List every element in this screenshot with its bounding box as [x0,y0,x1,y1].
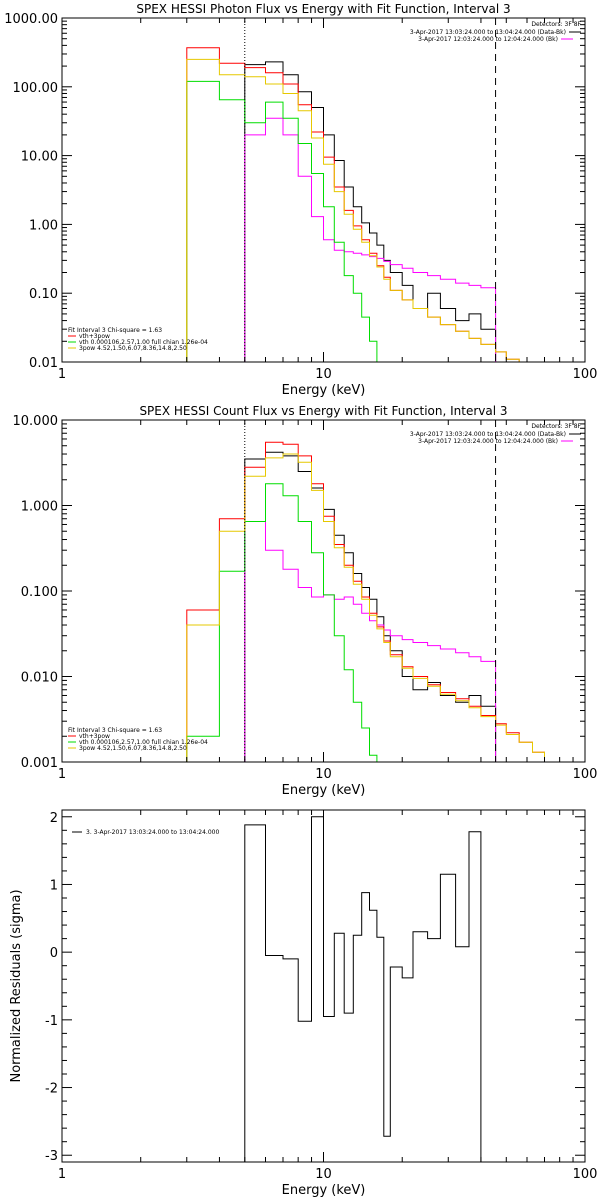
legend-entry: 3-Apr-2017 13:03:24.000 to 13:04:24.000 … [410,431,566,438]
legend-entry: vth 0.000106,2.57,1.00 full chian 1.26e-… [79,739,208,746]
x-tick-label: 10 [315,767,332,782]
y-tick-label: 0 [50,946,58,961]
y-tick-label: -1 [45,1014,58,1029]
legend-entry: 3-Apr-2017 13:03:24.000 to 13:04:24.000 … [410,29,566,36]
legend-entry: 3pow 4.52,1.50,6.07,8.36,14.8,2.50 [79,345,187,352]
series-total [186,47,545,362]
series-group [186,47,545,362]
y-tick-label: 1000.00 [4,12,58,27]
x-axis-label: Energy (keV) [282,383,366,398]
x-tick-label: 1 [58,367,66,382]
x-tick-label: 100 [573,1167,598,1182]
y-axis-label: Normalized Residuals (sigma) [9,889,24,1082]
x-tick-label: 100 [573,767,598,782]
legend-entry: 3. 3-Apr-2017 13:03:24.000 to 13:04:24.0… [86,829,219,836]
y-tick-label: -3 [45,1149,58,1164]
legend-header: Fit Interval 3 Chi-square = 1.63 [68,327,162,334]
legend-header: Fit Interval 3 Chi-square = 1.63 [68,727,162,734]
series-total [186,441,558,762]
chart-title: SPEX HESSI Photon Flux vs Energy with Fi… [136,2,510,16]
legend-entry: 3-Apr-2017 12:03:24.000 to 12:04:24.000 … [418,438,558,445]
y-tick-label: 1.00 [29,218,58,233]
legend-entry: vth+3pow [79,733,110,740]
series-group [186,441,558,762]
x-tick-label: 1 [58,767,66,782]
series-vth [186,483,403,762]
y-tick-label: 100.00 [13,81,59,96]
x-tick-label: 1 [58,1167,66,1182]
series-residuals [244,816,482,1162]
legend-entry: 3-Apr-2017 12:03:24.000 to 12:04:24.000 … [418,36,558,43]
series-pow [186,58,545,362]
x-axis-label: Energy (keV) [282,1183,366,1198]
legend-header: Detectors: 3F 8F [531,21,581,28]
series-pow [186,453,558,762]
y-tick-label: 10.000 [13,414,59,429]
y-tick-label: 0.01 [29,356,58,371]
legend-entry: 3pow 4.52,1.50,6.07,8.36,14.8,2.50 [79,745,187,752]
series-bk [244,117,497,362]
legend-header: Detectors: 3F 8F [531,423,581,430]
y-tick-label: 1 [50,878,58,893]
y-tick-label: 2 [50,811,58,826]
y-tick-label: 0.10 [29,287,58,302]
y-tick-label: 0.010 [21,671,58,686]
legend-entry: vth+3pow [79,333,110,340]
y-tick-label: 0.100 [21,585,58,600]
series-data [244,61,497,362]
series-data [244,451,497,762]
y-tick-label: 0.001 [21,756,58,771]
chart-title: SPEX HESSI Count Flux vs Energy with Fit… [139,404,507,418]
y-tick-label: -2 [45,1082,58,1097]
panel-1: SPEX HESSI Photon Flux vs Energy with Fi… [4,2,597,398]
y-tick-label: 10.00 [21,150,58,165]
series-group [244,816,482,1162]
x-tick-label: 10 [315,367,332,382]
legend-entry: vth 0.000106,2.57,1.00 full chian 1.26e-… [79,339,208,346]
panel-3: 1 10 100 Energy (keV) -3 -2 -1 0 1 2 Normalized Re… [9,809,598,1198]
series-bk [244,521,497,762]
x-axis-label: Energy (keV) [282,783,366,798]
x-tick-label: 100 [573,367,598,382]
series-vth [186,80,441,362]
x-tick-label: 10 [315,1167,332,1182]
panel-2: SPEX HESSI Count Flux vs Energy with Fit… [13,404,598,798]
y-tick-label: 1.000 [21,500,58,515]
